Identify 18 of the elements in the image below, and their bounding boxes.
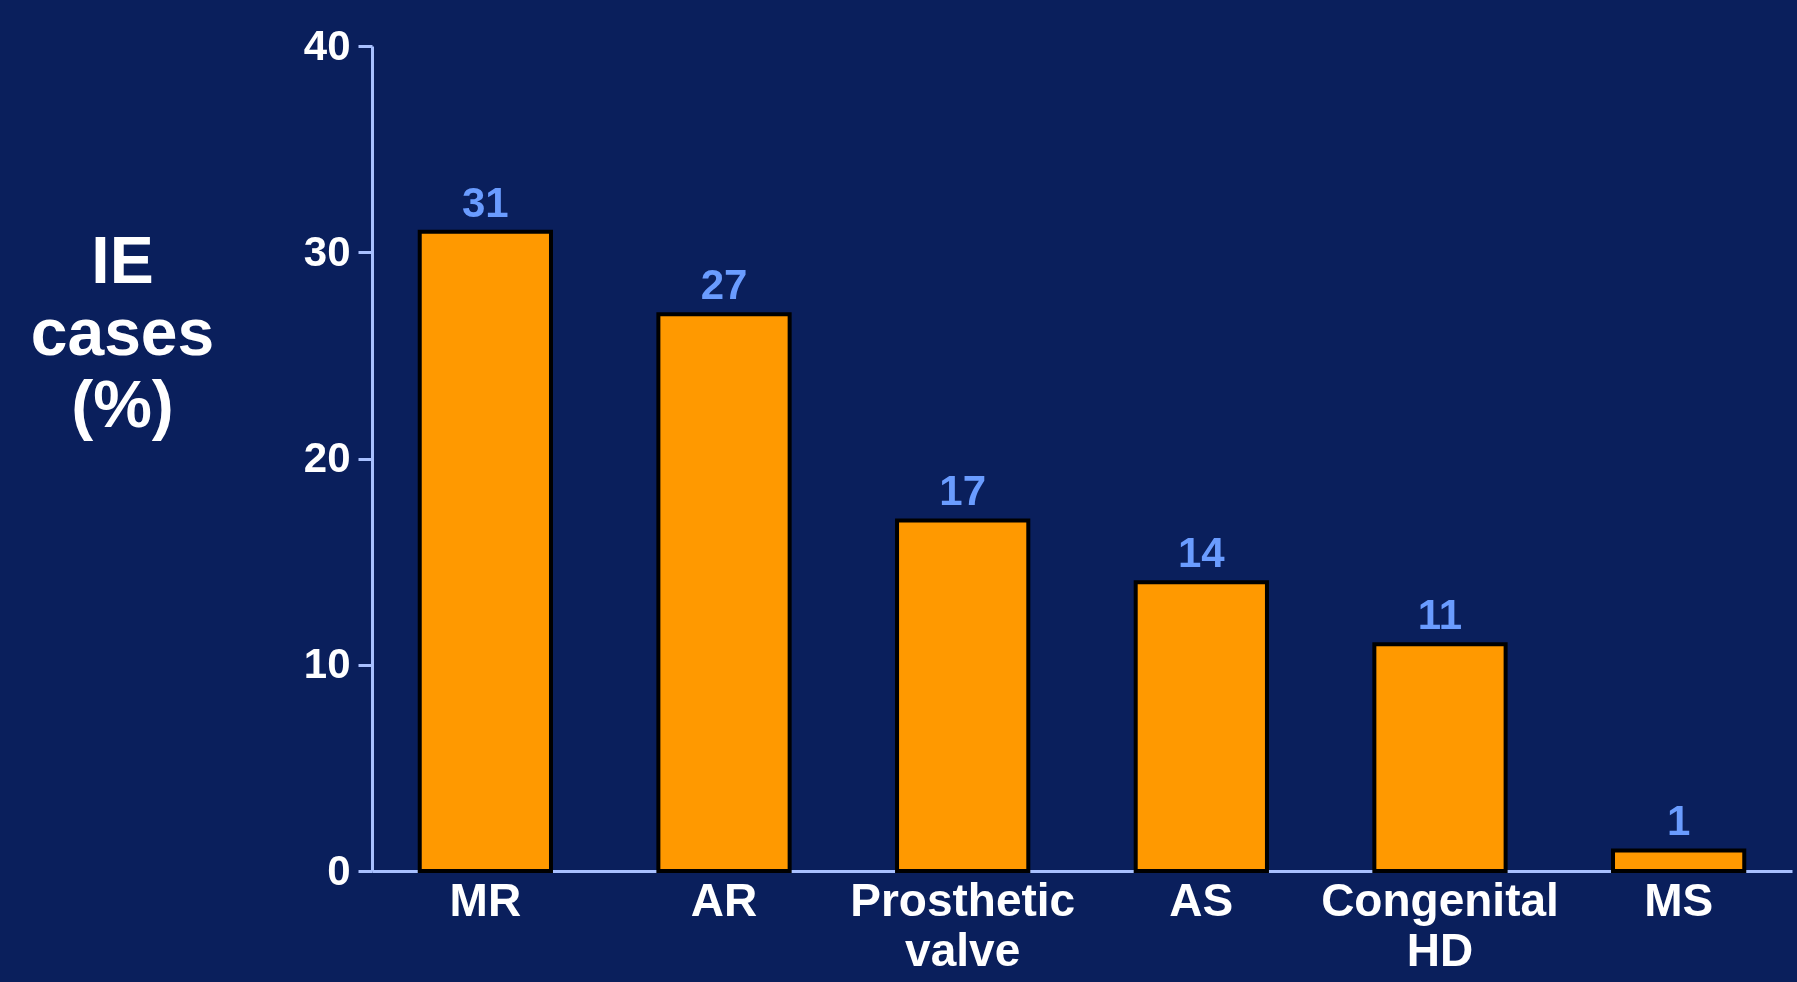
y-tick-label: 10 (303, 640, 351, 688)
y-tick-label: 30 (303, 227, 351, 275)
x-tick-label: MR (449, 873, 522, 926)
data-label: 31 (462, 178, 509, 226)
y-tick-label: 0 (327, 846, 351, 894)
x-tick-label: AR (690, 873, 758, 926)
data-label: 27 (700, 261, 748, 309)
y-tick-label: 20 (303, 434, 351, 481)
x-tick-label: MS (1644, 873, 1714, 926)
data-label: 11 (1417, 591, 1463, 639)
y-axis-title: IE cases (%) (30, 222, 215, 441)
data-label: 14 (1177, 529, 1226, 577)
x-tick-label: Prosthetic valve (850, 873, 1076, 976)
data-label: 17 (939, 467, 987, 515)
y-tick-label: 40 (303, 21, 351, 69)
x-tick-label: Congenital HD (1321, 873, 1559, 976)
data-label: 1 (1666, 797, 1691, 845)
x-tick-label: AS (1169, 873, 1234, 926)
